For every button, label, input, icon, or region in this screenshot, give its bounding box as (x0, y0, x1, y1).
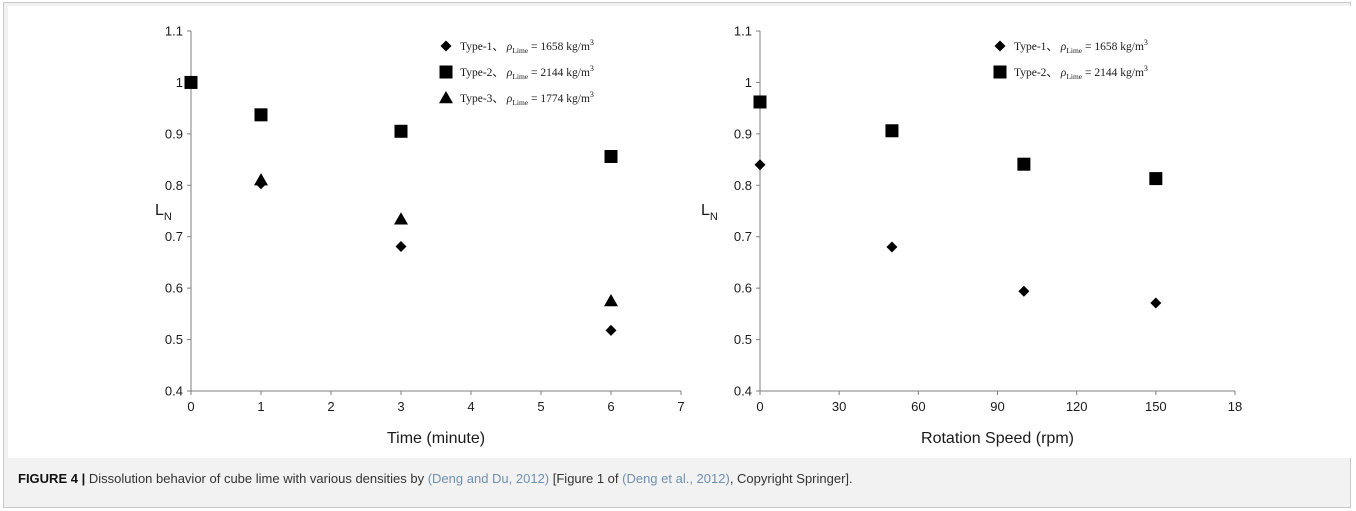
chart-2-x-tick-label: 18 (1228, 399, 1242, 414)
figure-caption: FIGURE 4 | Dissolution behavior of cube … (18, 471, 853, 486)
caption-reference-1[interactable]: (Deng and Du, 2012) (427, 471, 550, 486)
chart-2-y-tick-label: 0.5 (734, 332, 752, 347)
chart-1: 0.4 0.5 0.6 0.7 0.8 0.9 1 1.1 0 1 2 3 4 5 6 7 Time (minu… (155, 24, 685, 448)
chart-2-x-tick-label: 30 (832, 399, 846, 414)
chart-2-point-type-2 (753, 95, 767, 109)
chart-1-point-type-2 (394, 124, 408, 138)
chart-2-y-tick-label: 0.8 (734, 178, 752, 193)
chart-2-point-type-1 (754, 159, 766, 171)
chart-1-y-tick-label: 0.7 (165, 229, 183, 244)
chart-1-legend-entry-type-3: Type-3、 ρLime = 1774 kg/m3 (460, 90, 594, 107)
chart-1-y-tick-label: 1 (176, 75, 183, 90)
chart-1-legend-entry-type-1: Type-1、 ρLime = 1658 kg/m3 (460, 38, 594, 55)
chart-2-legend-entry-type-2: Type-2、 ρLime = 2144 kg/m3 (1014, 64, 1148, 81)
chart-1-legend-marker-type-2 (439, 65, 453, 79)
chart-2-point-type-2 (885, 124, 899, 138)
chart-2-y-axis-label: LN (701, 202, 718, 223)
chart-1-y-tick-label: 0.5 (165, 332, 183, 347)
figure-panel: 0.4 0.5 0.6 0.7 0.8 0.9 1 1.1 0 1 2 3 4 5 6 7 Time (minu… (8, 6, 1354, 458)
chart-1-x-tick-label: 5 (537, 399, 544, 414)
chart-1-point-type-2 (254, 108, 268, 122)
chart-1-x-tick-label: 0 (187, 399, 194, 414)
chart-2-x-tick-label: 150 (1145, 399, 1167, 414)
chart-1-x-tick-label: 7 (677, 399, 684, 414)
caption-text-3: , Copyright Springer]. (729, 471, 853, 486)
chart-2-legend-entry-type-1: Type-1、 ρLime = 1658 kg/m3 (1014, 38, 1148, 55)
caption-label: FIGURE 4 | (18, 471, 86, 486)
chart-1-point-type-3 (254, 173, 268, 186)
chart-2-x-axis-label: Rotation Speed (rpm) (921, 430, 1074, 447)
chart-1-legend-marker-type-1 (440, 40, 452, 52)
chart-1-legend: Type-1、 ρLime = 1658 kg/m3 Type-2、 ρLime … (439, 38, 594, 107)
chart-1-x-tick-label: 3 (397, 399, 404, 414)
chart-1-point-type-2 (604, 149, 618, 163)
chart-1-x-tick-label: 6 (607, 399, 614, 414)
chart-2-x-tick-label: 60 (911, 399, 925, 414)
chart-1-point-type-2 (184, 75, 198, 89)
chart-1-x-tick-label: 4 (467, 399, 474, 414)
chart-1-y-axis-label: LN (155, 202, 172, 223)
figure-charts: 0.4 0.5 0.6 0.7 0.8 0.9 1 1.1 0 1 2 3 4 5 6 7 Time (minu… (155, 24, 1242, 448)
chart-2-y-tick-label: 1.1 (734, 24, 752, 39)
chart-2: 0.4 0.5 0.6 0.7 0.8 0.9 1 1.1 0 30 60 90 120 150 18 Rot… (701, 24, 1242, 448)
chart-1-legend-marker-type-3 (439, 91, 453, 104)
chart-2-point-type-1 (1018, 285, 1030, 297)
chart-1-x-axis-label: Time (minute) (387, 430, 485, 447)
chart-2-legend: Type-1、 ρLime = 1658 kg/m3 Type-2、 ρLime … (993, 38, 1148, 81)
caption-text-2: [Figure 1 of (549, 471, 623, 486)
chart-2-x-tick-label: 0 (756, 399, 763, 414)
chart-2-point-type-2 (1149, 172, 1163, 186)
chart-1-point-type-3 (394, 212, 408, 225)
chart-1-y-tick-label: 1.1 (165, 24, 183, 39)
chart-2-legend-marker-type-2 (993, 65, 1007, 79)
chart-1-point-type-1 (605, 324, 617, 336)
chart-2-point-type-2 (1017, 157, 1031, 171)
chart-1-y-tick-label: 0.4 (165, 384, 183, 399)
chart-2-point-type-1 (886, 241, 898, 253)
chart-2-y-tick-label: 1 (745, 75, 752, 90)
chart-2-point-type-1 (1150, 297, 1162, 309)
chart-2-legend-marker-type-1 (994, 40, 1006, 52)
chart-1-x-tick-label: 1 (257, 399, 264, 414)
chart-1-point-type-1 (395, 240, 407, 252)
caption-text-1: Dissolution behavior of cube lime with v… (85, 471, 428, 486)
chart-1-x-tick-label: 2 (327, 399, 334, 414)
figure-frame: 0.4 0.5 0.6 0.7 0.8 0.9 1 1.1 0 1 2 3 4 5 6 7 Time (minu… (3, 2, 1354, 508)
chart-2-x-tick-label: 120 (1066, 399, 1088, 414)
chart-2-y-tick-label: 0.7 (734, 229, 752, 244)
chart-1-point-type-3 (604, 294, 618, 307)
chart-1-y-tick-label: 0.6 (165, 281, 183, 296)
chart-2-y-tick-label: 0.6 (734, 281, 752, 296)
chart-2-y-tick-label: 0.9 (734, 126, 752, 141)
caption-reference-2[interactable]: (Deng et al., 2012) (622, 471, 730, 486)
chart-2-y-tick-label: 0.4 (734, 384, 752, 399)
chart-1-legend-entry-type-2: Type-2、 ρLime = 2144 kg/m3 (460, 64, 594, 81)
chart-1-y-tick-label: 0.8 (165, 178, 183, 193)
chart-2-x-tick-label: 90 (990, 399, 1004, 414)
chart-1-y-tick-label: 0.9 (165, 126, 183, 141)
